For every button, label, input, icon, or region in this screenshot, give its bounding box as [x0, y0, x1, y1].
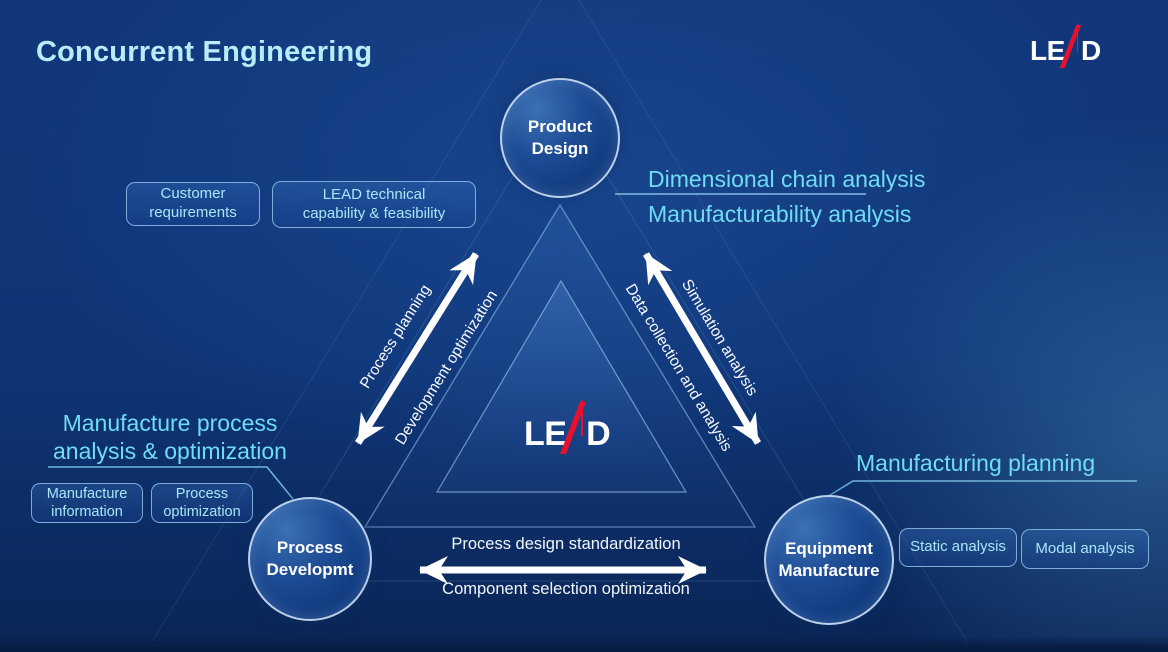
edge-label-process-design-standardization: Process design standardization	[451, 535, 681, 553]
box-customer-requirements: Customer requirements	[126, 182, 260, 226]
box-lead-capability: LEAD technical capability & feasibility	[272, 181, 476, 228]
node-label: Product	[527, 116, 593, 136]
node-process-development: Process Developmt	[248, 497, 372, 621]
callout-dimensional-chain-analysis: Dimensional chain analysis	[648, 166, 926, 192]
box-line: Process	[175, 485, 229, 502]
node-product-design: Product Design	[500, 78, 620, 198]
box-line: capability & feasibility	[302, 204, 446, 222]
box-modal-analysis: Modal analysis	[1021, 529, 1149, 569]
right-double-arrow	[642, 252, 762, 445]
callout-manufacturing-planning: Manufacturing planning	[856, 450, 1096, 476]
lead-logo: LE D	[1030, 23, 1101, 68]
box-static-analysis: Static analysis	[899, 528, 1017, 567]
callout-line: analysis & optimization	[53, 437, 287, 464]
left-double-arrow	[355, 252, 479, 445]
callout-line: Manufacture process	[62, 410, 278, 436]
box-line: Customer	[160, 185, 226, 203]
box-line: requirements	[149, 204, 237, 221]
lead-logo-slash-icon	[559, 400, 586, 454]
box-manufacture-information: Manufacture information	[31, 483, 143, 523]
page-title: Concurrent Engineering	[36, 36, 373, 68]
inner-triangle	[435, 279, 688, 493]
process-callout-line	[48, 466, 294, 500]
box-process-optimization: Process optimization	[151, 483, 253, 523]
box-line: Modal analysis	[1035, 539, 1135, 557]
lead-logo-d: D	[1081, 35, 1101, 66]
lead-logo-slash-icon	[1059, 23, 1081, 68]
node-label: Manufacture	[778, 561, 880, 580]
node-equipment-manufacture: Equipment Manufacture	[764, 495, 894, 625]
bottom-band	[0, 636, 1168, 652]
box-line: optimization	[163, 504, 241, 520]
node-label: Process	[276, 537, 344, 557]
node-label: Equipment	[785, 538, 873, 558]
node-label: Developmt	[266, 560, 354, 579]
edge-label-component-selection-optimization: Component selection optimization	[442, 580, 690, 598]
lead-logo-le: LE	[524, 415, 567, 453]
box-line: information	[51, 504, 123, 520]
callout-manufacturability-analysis: Manufacturability analysis	[648, 201, 912, 227]
callout-manufacture-process: Manufacture process analysis & optimizat…	[30, 410, 310, 465]
node-label: Design	[531, 139, 589, 158]
box-line: Static analysis	[910, 538, 1006, 556]
box-line: LEAD technical	[322, 185, 426, 203]
lead-logo-d: D	[586, 415, 611, 453]
box-line: Manufacture	[46, 485, 128, 502]
lead-logo-le: LE	[1030, 35, 1065, 66]
equipment-callout-line	[821, 480, 1137, 501]
lead-logo-center: LE D	[524, 400, 611, 454]
